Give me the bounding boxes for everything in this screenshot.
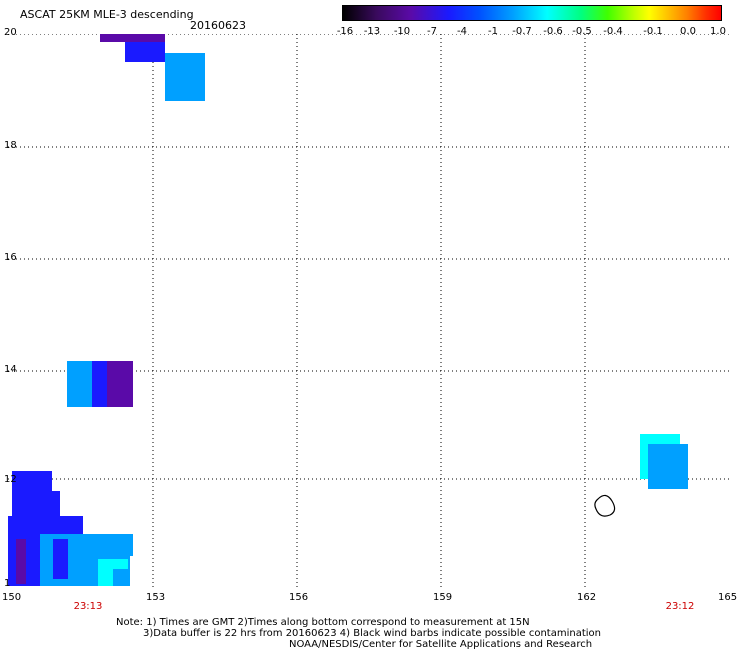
- map-date: 20160623: [190, 19, 246, 32]
- data-cell: [8, 516, 83, 536]
- data-cell: [67, 361, 92, 407]
- data-cell: [100, 34, 165, 42]
- data-cell: [92, 361, 107, 407]
- data-cell: [83, 534, 133, 556]
- colorbar-tick-label: -13: [363, 26, 381, 37]
- note-line-3: NOAA/NESDIS/Center for Satellite Applica…: [289, 639, 593, 650]
- colorbar-tick-label: -4: [457, 26, 467, 37]
- data-cell: [107, 361, 133, 407]
- lat-label-20: 20: [4, 27, 17, 38]
- lon-label-165: 165: [718, 592, 738, 603]
- colorbar-tick-label: -0.4: [603, 26, 623, 37]
- contamination-outline: [594, 494, 616, 517]
- data-cell: [12, 471, 52, 491]
- data-cell: [16, 539, 26, 584]
- colorbar-tick-label: -10: [393, 26, 411, 37]
- lon-label-150: 150: [2, 592, 22, 603]
- map-svg: [8, 34, 730, 587]
- lat-label-14: 14: [4, 364, 17, 375]
- data-cell: [125, 42, 165, 62]
- lon-label-156: 156: [289, 592, 309, 603]
- lon-label-153: 153: [146, 592, 166, 603]
- data-cell: [165, 53, 205, 101]
- lat-label-16: 16: [4, 252, 17, 263]
- data-cell: [28, 549, 38, 584]
- lon-label-159: 159: [433, 592, 453, 603]
- lon-label-162: 162: [577, 592, 597, 603]
- colorbar-tick-label: -7: [427, 26, 437, 37]
- colorbar-tick-label: -0.7: [512, 26, 532, 37]
- data-cell: [113, 569, 128, 586]
- colorbar: [342, 5, 722, 21]
- data-cell: [68, 554, 98, 586]
- colorbar-tick-label: -0.6: [543, 26, 563, 37]
- data-cell: [53, 539, 68, 579]
- lat-label-10: 1: [4, 578, 11, 589]
- map-title: ASCAT 25KM MLE-3 descending: [20, 8, 194, 21]
- colorbar-tick-label: 0.0: [680, 26, 696, 37]
- lat-label-12: 12: [4, 474, 17, 485]
- note-line-1: Note: 1) Times are GMT 2)Times along bot…: [116, 617, 530, 628]
- colorbar-tick-label: -0.5: [572, 26, 592, 37]
- note-line-2: 3)Data buffer is 22 hrs from 20160623 4)…: [143, 628, 601, 639]
- colorbar-tick-label: 1.0: [710, 26, 726, 37]
- colorbar-tick-label: -16: [336, 26, 354, 37]
- colorbar-tick-label: -0.1: [643, 26, 663, 37]
- lat-label-18: 18: [4, 140, 17, 151]
- time-right: 23:12: [665, 601, 695, 612]
- data-cell: [648, 444, 688, 489]
- data-cell: [12, 491, 60, 516]
- colorbar-tick-label: -1: [488, 26, 498, 37]
- map-plot: [8, 34, 730, 587]
- time-left: 23:13: [73, 601, 103, 612]
